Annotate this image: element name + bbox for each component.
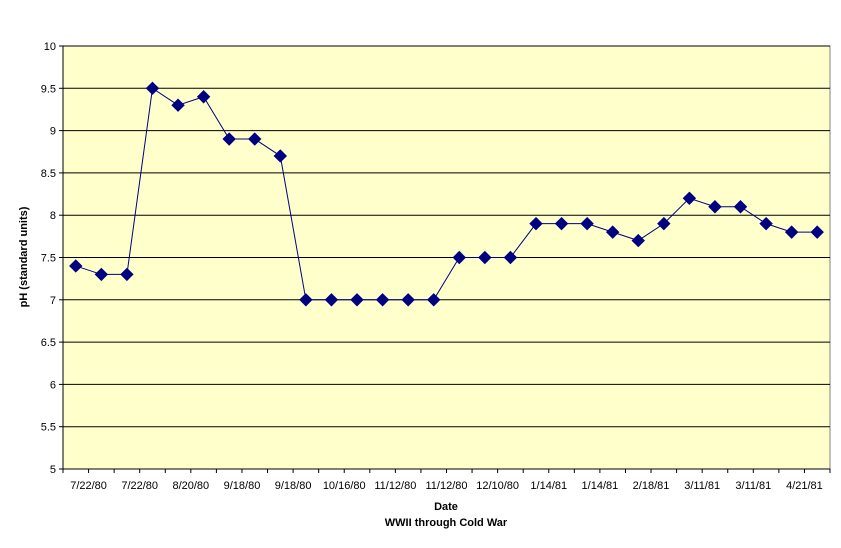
- x-axis-title: Date: [434, 501, 458, 513]
- y-axis: 5 5.5 6 6.5 7 7.5 8 8.5 9 9.5 10: [41, 41, 64, 476]
- data-point: [324, 293, 339, 307]
- y-tick-label: 9.5: [41, 83, 56, 95]
- y-tick-label: 6.5: [41, 337, 56, 349]
- data-point: [733, 200, 748, 214]
- x-tick-label: 9/18/80: [275, 480, 312, 492]
- y-tick-label: 7.5: [41, 253, 56, 265]
- x-axis: 7/22/80 7/22/80 8/20/80 9/18/80 9/18/80 10/16…: [62, 468, 831, 492]
- data-point: [605, 225, 620, 239]
- x-tick-label: 10/16/80: [323, 480, 366, 492]
- x-tick-label: 7/22/80: [70, 480, 107, 492]
- data-point: [784, 225, 799, 239]
- y-tick-label: 7: [50, 295, 56, 307]
- x-tick-label: 12/10/80: [476, 480, 519, 492]
- data-point: [145, 81, 160, 96]
- data-point: [810, 225, 824, 239]
- data-points: [69, 81, 824, 307]
- data-point: [350, 293, 364, 307]
- x-tick-label: 4/21/81: [786, 480, 823, 492]
- y-tick-label: 5.5: [41, 422, 56, 434]
- data-point: [401, 293, 415, 307]
- data-point: [120, 267, 134, 282]
- data-point: [69, 259, 83, 273]
- data-point: [503, 250, 518, 265]
- data-point: [375, 293, 390, 307]
- x-tick-label: 2/18/81: [633, 480, 670, 492]
- y-tick-label: 5: [50, 464, 56, 476]
- y-tick-label: 9: [50, 126, 56, 138]
- x-tick-label: 9/18/80: [224, 480, 261, 492]
- x-tick-label: 7/22/80: [121, 480, 158, 492]
- data-point: [171, 98, 185, 112]
- data-point: [759, 216, 773, 231]
- data-point: [631, 233, 645, 248]
- data-point: [657, 216, 671, 231]
- data-point: [708, 200, 722, 214]
- data-point: [427, 293, 441, 307]
- y-tick-label: 6: [50, 379, 56, 391]
- data-point: [299, 293, 313, 307]
- x-tick-label: 3/11/81: [735, 480, 771, 492]
- data-point: [554, 216, 569, 231]
- data-point: [222, 132, 236, 146]
- x-tick-label: 11/12/80: [374, 480, 416, 492]
- x-tick-label: 8/20/80: [172, 480, 209, 492]
- data-point: [273, 149, 288, 163]
- x-tick-label: 1/14/81: [530, 480, 567, 492]
- y-axis-title: pH (standard units): [18, 206, 30, 307]
- data-point: [196, 90, 211, 104]
- grid-lines: [63, 45, 830, 428]
- data-point: [452, 250, 466, 265]
- data-point: [682, 191, 697, 205]
- data-point: [94, 267, 109, 282]
- data-point: [580, 216, 594, 231]
- data-point: [248, 132, 262, 146]
- y-tick-label: 8.5: [41, 168, 56, 180]
- x-tick-label: 3/11/81: [684, 480, 720, 492]
- data-point: [529, 216, 543, 231]
- y-tick-label: 8: [50, 210, 56, 222]
- x-tick-label: 1/14/81: [582, 480, 619, 492]
- data-point: [478, 250, 492, 265]
- x-tick-label: 11/12/80: [425, 480, 467, 492]
- y-tick-label: 10: [44, 41, 56, 53]
- x-axis-subtitle: WWII through Cold War: [385, 517, 508, 529]
